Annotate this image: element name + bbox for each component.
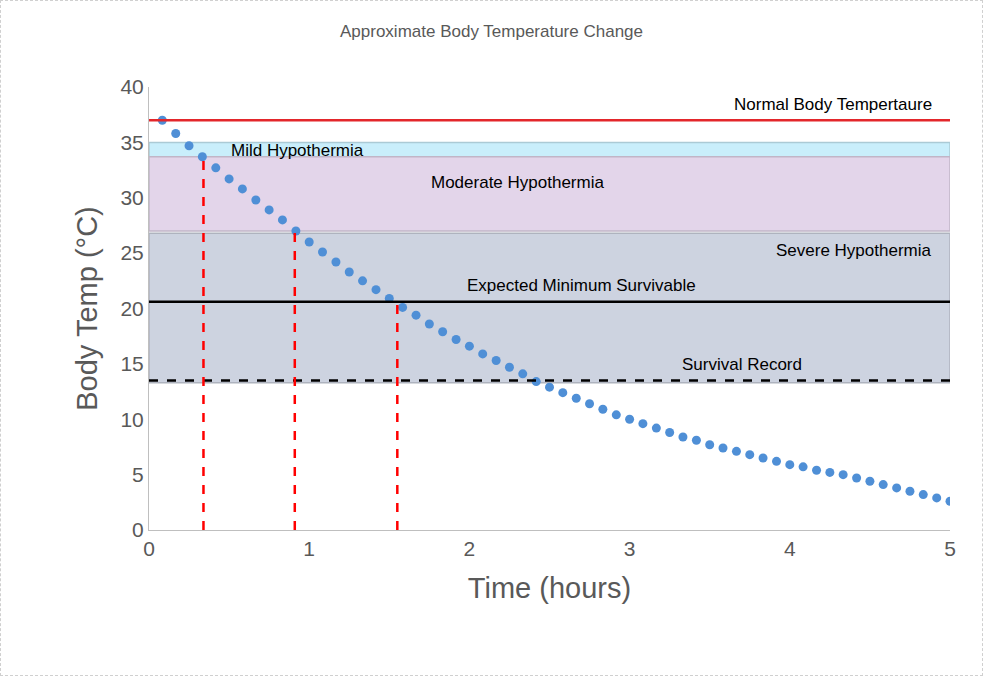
svg-text:30: 30: [120, 186, 143, 209]
svg-text:15: 15: [120, 352, 143, 375]
svg-text:1: 1: [303, 537, 315, 560]
svg-text:0: 0: [143, 537, 155, 560]
svg-text:0: 0: [132, 518, 144, 541]
svg-text:Survival Record: Survival Record: [682, 355, 802, 374]
svg-text:Severe Hypothermia: Severe Hypothermia: [776, 241, 932, 260]
svg-text:2: 2: [464, 537, 476, 560]
svg-text:5: 5: [132, 463, 144, 486]
svg-text:35: 35: [120, 131, 143, 154]
svg-text:Body Temp (°C): Body Temp (°C): [71, 206, 103, 410]
svg-text:Mild Hypothermia: Mild Hypothermia: [231, 141, 364, 160]
svg-text:25: 25: [120, 241, 143, 264]
svg-text:5: 5: [944, 537, 956, 560]
svg-text:Time (hours): Time (hours): [468, 572, 631, 604]
svg-text:10: 10: [120, 408, 143, 431]
svg-text:40: 40: [120, 75, 143, 98]
svg-text:Expected Minimum Survivable: Expected Minimum Survivable: [467, 276, 696, 295]
svg-text:20: 20: [120, 297, 143, 320]
svg-text:Approximate Body Temperature C: Approximate Body Temperature Change: [340, 22, 643, 41]
svg-text:Normal Body Tempertaure: Normal Body Tempertaure: [734, 95, 932, 114]
svg-text:3: 3: [624, 537, 636, 560]
svg-text:4: 4: [784, 537, 796, 560]
svg-text:Moderate Hypothermia: Moderate Hypothermia: [431, 173, 604, 192]
